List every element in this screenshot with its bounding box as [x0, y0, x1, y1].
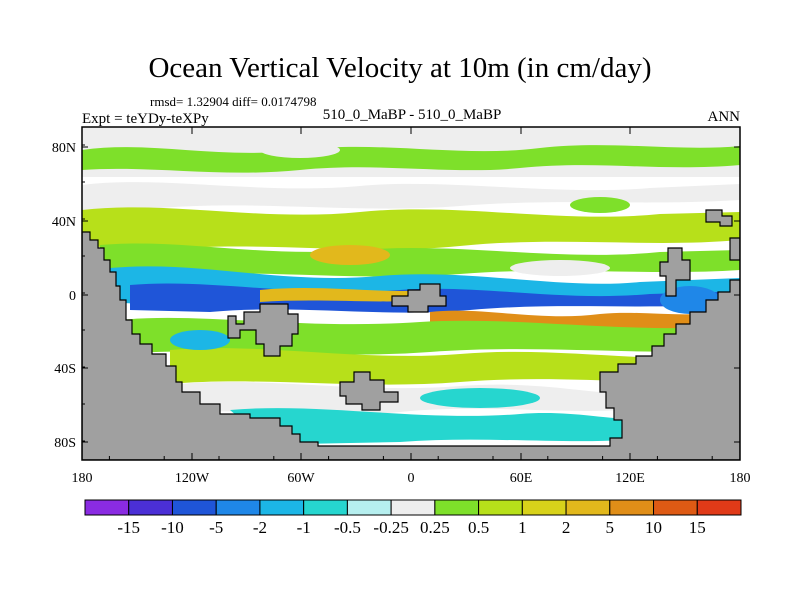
colorbar-label: 0.5: [468, 518, 489, 537]
lat-tick-label: 80N: [52, 141, 76, 156]
lat-tick-label: 80S: [54, 436, 76, 451]
lon-tick-label: 120W: [175, 471, 210, 486]
colorbar-swatch: [259, 499, 305, 516]
colorbar-swatch: [696, 499, 742, 516]
lon-tick-label: 0: [408, 471, 415, 486]
lon-tick-label: 60E: [510, 471, 533, 486]
stats-text: rmsd= 1.32904 diff= 0.0174798: [150, 94, 317, 109]
colorbar-label: -2: [253, 518, 267, 537]
colorbar-swatch: [653, 499, 698, 516]
colorbar-label: -0.5: [334, 518, 361, 537]
colorbar-label: 10: [645, 518, 662, 537]
colorbar-swatch: [215, 499, 261, 516]
experiment-label: Expt = teYDy-teXPy: [82, 111, 209, 127]
colorbar-swatch: [128, 499, 173, 516]
colorbar-label: 1: [518, 518, 527, 537]
lon-tick-label: 120E: [615, 471, 645, 486]
colorbar-swatch: [565, 499, 611, 516]
colorbar: [84, 499, 742, 516]
colorbar-swatch: [434, 499, 480, 516]
latitude-axis: 80N 40N 0 40S 80S: [52, 141, 740, 451]
colorbar-labels: -15 -10 -5 -2 -1 -0.5 -0.25 0.25 0.5 1 2 5 10 15: [117, 518, 705, 537]
colorbar-label: -1: [297, 518, 311, 537]
colorbar-swatch: [84, 499, 130, 516]
colorbar-label: -0.25: [373, 518, 408, 537]
colorbar-label: 0.25: [420, 518, 450, 537]
colorbar-swatch: [390, 499, 436, 516]
colorbar-label: -5: [209, 518, 223, 537]
lat-tick-label: 40N: [52, 215, 76, 230]
lon-tick-label: 180: [730, 471, 751, 486]
land-mask: [82, 209, 740, 460]
case-label: 510_0_MaBP - 510_0_MaBP: [322, 107, 502, 123]
longitude-axis: 180 120W 60W 0 60E 120E 180: [72, 127, 751, 486]
lat-tick-label: 0: [69, 289, 76, 304]
map-plot-area: [82, 127, 740, 460]
colorbar-swatch: [609, 499, 655, 516]
colorbar-label: 2: [562, 518, 571, 537]
colorbar-label: 5: [606, 518, 615, 537]
plot-title: Ocean Vertical Velocity at 10m (in cm/da…: [148, 52, 652, 84]
colorbar-label: -10: [161, 518, 184, 537]
colorbar-label: 15: [689, 518, 706, 537]
season-label: ANN: [707, 109, 741, 125]
colorbar-swatch: [303, 499, 348, 516]
lon-tick-label: 60W: [287, 471, 315, 486]
colorbar-label: -15: [117, 518, 140, 537]
colorbar-swatch: [521, 499, 567, 516]
colorbar-swatch: [478, 499, 523, 516]
colorbar-swatch: [171, 499, 217, 516]
lon-tick-label: 180: [72, 471, 93, 486]
colorbar-swatch: [346, 499, 392, 516]
lat-tick-label: 40S: [54, 362, 76, 377]
